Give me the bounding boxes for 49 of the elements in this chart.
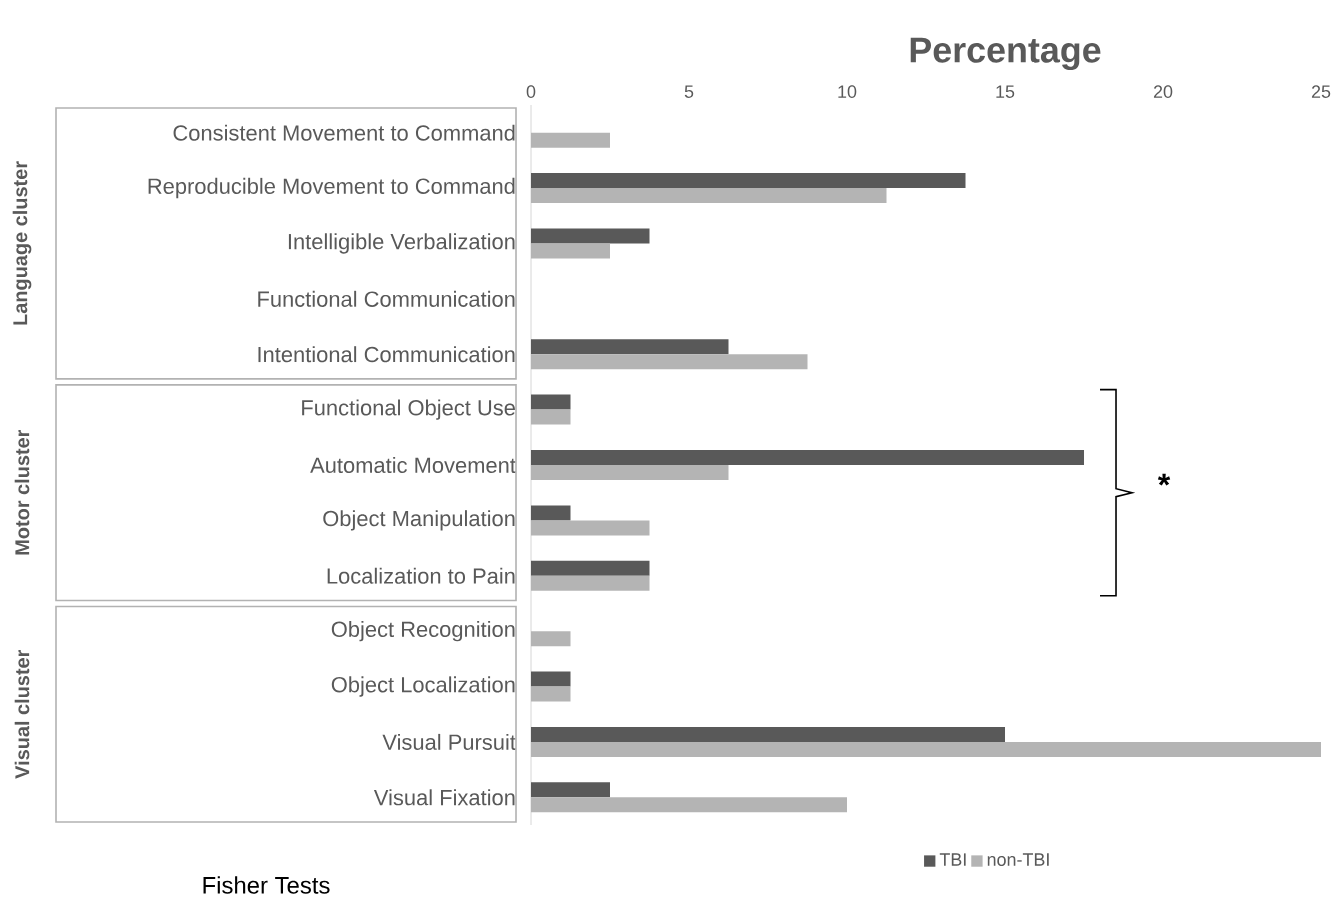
legend-label: TBI <box>939 853 966 866</box>
y-tick-label: Functional Object Use <box>302 399 515 420</box>
bar <box>531 631 571 647</box>
bar <box>531 726 1006 742</box>
x-tick-label: 15 <box>996 85 1015 98</box>
y-tick-label: Object Manipulation <box>323 510 515 531</box>
text: Visual cluster <box>14 649 30 779</box>
text: Motor cluster <box>14 429 30 555</box>
x-tick-label: 25 <box>1311 85 1331 98</box>
bar <box>531 243 610 259</box>
text: Fisher Tests <box>203 876 330 894</box>
x-tick-label: 5 <box>684 85 694 98</box>
x-axis-title: Percentage <box>910 37 1101 70</box>
bar <box>531 782 610 798</box>
y-tick-label: Consistent Movement to Command <box>173 124 515 141</box>
bar <box>531 409 571 425</box>
x-tick-label: 20 <box>1153 85 1173 98</box>
y-tick-label: Reproducible Movement to Command <box>148 177 515 199</box>
y-tick-label: Functional Communication <box>258 290 515 307</box>
bar <box>531 797 848 813</box>
y-tick-label: Automatic Movement <box>310 456 516 474</box>
bar <box>531 173 966 189</box>
bar <box>531 686 571 702</box>
y-tick-label: Intelligible Verbalization <box>288 233 515 254</box>
y-tick-label: Object Recognition <box>331 620 515 642</box>
bar <box>531 228 650 244</box>
bar <box>531 450 1085 466</box>
bar <box>531 132 610 148</box>
y-tick-label: Visual Pursuit <box>382 733 516 750</box>
bar <box>531 394 571 410</box>
bar <box>531 520 650 536</box>
bar <box>531 560 650 576</box>
annotation: * <box>1157 473 1171 486</box>
text: Language cluster <box>12 161 32 325</box>
bar <box>531 339 729 355</box>
bar <box>531 505 571 521</box>
y-tick-label: Object Localization <box>331 676 515 697</box>
y-tick-label: Localization to Pain <box>327 567 515 584</box>
x-tick-label: 10 <box>838 85 857 98</box>
bar <box>531 671 571 687</box>
legend-label: non-TBI <box>987 853 1049 866</box>
bar <box>531 354 808 370</box>
y-tick-label: Intentional Communication <box>258 346 515 363</box>
x-tick-label: 0 <box>526 85 536 98</box>
bar <box>531 741 1322 757</box>
bar <box>531 575 650 591</box>
y-tick-label: Visual Fixation <box>373 789 515 806</box>
bar <box>531 188 887 204</box>
bar <box>531 465 729 481</box>
